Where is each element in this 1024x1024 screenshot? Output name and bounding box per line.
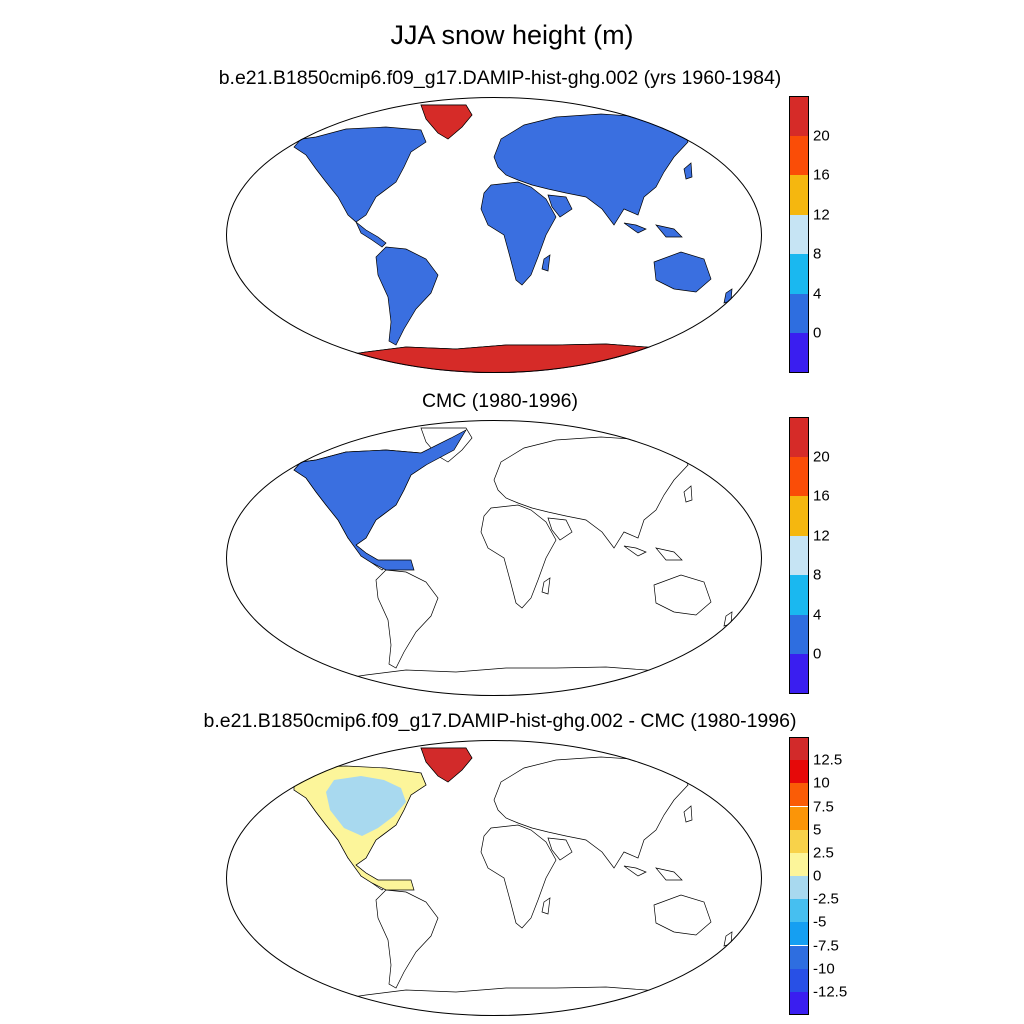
colorbar-3-tick-label: 7.5 [813, 798, 834, 815]
colorbar-1-box [789, 254, 809, 294]
colorbar-2-box [789, 417, 809, 457]
colorbar-1: 0 4 8 12 16 20 [789, 96, 830, 373]
colorbar-3-box [789, 968, 809, 992]
colorbar-1-box [789, 96, 809, 136]
colorbar-1-tick-label: 12 [813, 206, 830, 224]
colorbar-3-tick-label: 10 [813, 774, 830, 792]
colorbar-3-tick-label: -5 [813, 913, 827, 931]
colorbar-1-tick-label: 0 [813, 324, 822, 342]
colorbar-3-tick-label: -12.5 [813, 983, 848, 1001]
colorbar-3-box [789, 829, 809, 853]
colorbar-1-tick-label: 20 [813, 127, 830, 145]
colorbar-1-box [789, 135, 809, 176]
colorbar-3-box [789, 945, 809, 969]
panel-2-title: CMC (1980-1996) [421, 390, 579, 412]
panel-1-title: b.e21.B1850cmip6.f09_g17.DAMIP-hist-ghg.… [218, 67, 782, 89]
colorbar-2-tick-label: 4 [813, 606, 822, 624]
colorbar-3-box [789, 737, 809, 761]
colorbar-2-tick-label: 12 [813, 527, 830, 545]
colorbar-3-tick-label: -10 [813, 960, 835, 978]
colorbar-3-tick-label: 2.5 [813, 844, 834, 862]
colorbar-1-box [789, 214, 809, 255]
colorbar-1-tick-label: 4 [813, 285, 822, 303]
colorbar-1-box [789, 333, 809, 373]
colorbar-3-box [789, 760, 809, 784]
colorbar-2-box [789, 575, 809, 615]
colorbar-1-tick-label: 16 [813, 166, 830, 184]
colorbar-3-box [789, 922, 809, 946]
colorbar-3-box [789, 991, 809, 1015]
colorbar-3-tick-label: -7.5 [813, 937, 839, 954]
colorbar-3-box [789, 852, 809, 876]
colorbar-2-tick-label: 0 [813, 645, 822, 663]
colorbar-3-tick-label: 12.5 [813, 751, 843, 769]
colorbar-2-tick-label: 20 [813, 448, 830, 466]
colorbar-1-box [789, 175, 809, 215]
panel-2-map [226, 420, 762, 696]
colorbar-3-box [789, 783, 809, 807]
panel-3-title: b.e21.B1850cmip6.f09_g17.DAMIP-hist-ghg.… [203, 710, 797, 732]
colorbar-2-box [789, 496, 809, 536]
colorbar-3-box [789, 806, 809, 830]
colorbar-2-box [789, 456, 809, 497]
colorbar-3-box [789, 899, 809, 923]
colorbar-3-tick-label: 5 [813, 821, 822, 839]
colorbar-3: -12.5 -10 -7.5 -5 -2.5 0 2.5 5 7.5 10 12.5 [789, 737, 847, 1015]
colorbar-1-tick-label: 8 [813, 245, 822, 263]
colorbar-3-tick-label: 0 [813, 867, 822, 885]
colorbar-2-box [789, 614, 809, 655]
colorbar-1-box [789, 293, 809, 334]
panel-1-map [226, 97, 762, 373]
colorbar-2-box [789, 654, 809, 694]
panel-3-map [226, 740, 762, 1016]
colorbar-3-box [789, 876, 809, 900]
colorbar-2: 0 4 8 12 16 20 [789, 417, 830, 694]
colorbar-2-box [789, 535, 809, 576]
colorbar-2-tick-label: 16 [813, 487, 830, 505]
main-title: JJA snow height (m) [390, 20, 634, 50]
colorbar-3-tick-label: -2.5 [813, 890, 839, 908]
colorbar-2-tick-label: 8 [813, 566, 822, 584]
